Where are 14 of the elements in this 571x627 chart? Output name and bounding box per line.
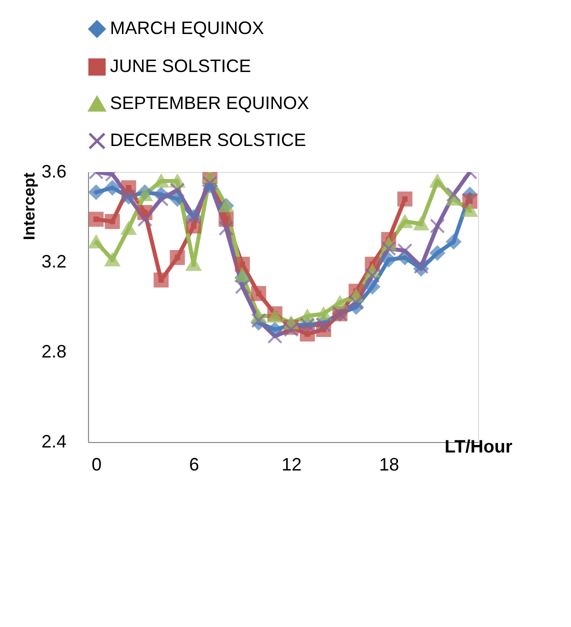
y-tick-label: 2.4 (41, 432, 66, 452)
x-tick-label: 0 (92, 454, 102, 474)
legend-label: MARCH EQUINOX (110, 18, 264, 38)
x-axis-title: LT/Hour (444, 436, 512, 456)
y-tick-label: 2.8 (41, 342, 66, 362)
x-tick-label: 18 (379, 454, 400, 474)
legend-label: JUNE SOLSTICE (110, 56, 252, 76)
y-tick-label: 3.2 (41, 252, 66, 272)
y-axis-title: Intercept (21, 172, 38, 240)
legend-label: DECEMBER SOLSTICE (110, 130, 306, 150)
x-tick-label: 12 (282, 454, 302, 474)
x-tick-label: 6 (189, 454, 200, 474)
legend-label: SEPTEMBER EQUINOX (110, 93, 310, 113)
y-tick-label: 3.6 (41, 162, 66, 182)
